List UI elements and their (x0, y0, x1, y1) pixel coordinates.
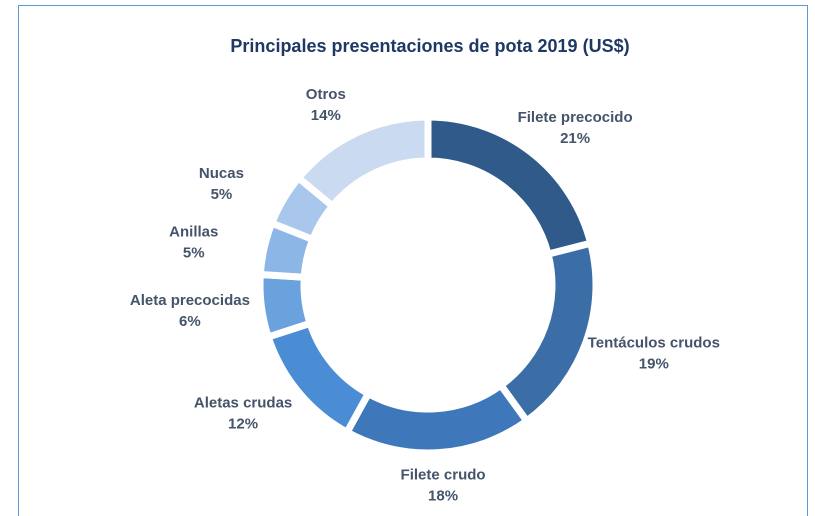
value-label: 12% (228, 415, 258, 432)
segment-label: Filete crudo (401, 467, 486, 484)
segment-label: Otros (306, 86, 346, 103)
value-label: 5% (183, 244, 205, 261)
donut-segment (256, 270, 315, 342)
value-label: 6% (179, 313, 201, 330)
value-label: 18% (428, 488, 458, 505)
segment-label: Aletas crudas (194, 394, 292, 411)
segment-label: Aleta precocidas (130, 292, 250, 309)
value-label: 19% (639, 356, 669, 373)
segment-label: Nucas (199, 165, 244, 182)
donut-segment (293, 113, 432, 211)
segment-label: Filete precocido (518, 109, 633, 126)
chart-title: Principales presentaciones de pota 2019 … (230, 36, 629, 56)
segment-label: Anillas (169, 223, 218, 240)
value-label: 14% (311, 107, 341, 124)
segment-label: Tentáculos crudos (588, 335, 720, 352)
value-label: 5% (211, 186, 233, 203)
value-label: 21% (560, 130, 590, 147)
